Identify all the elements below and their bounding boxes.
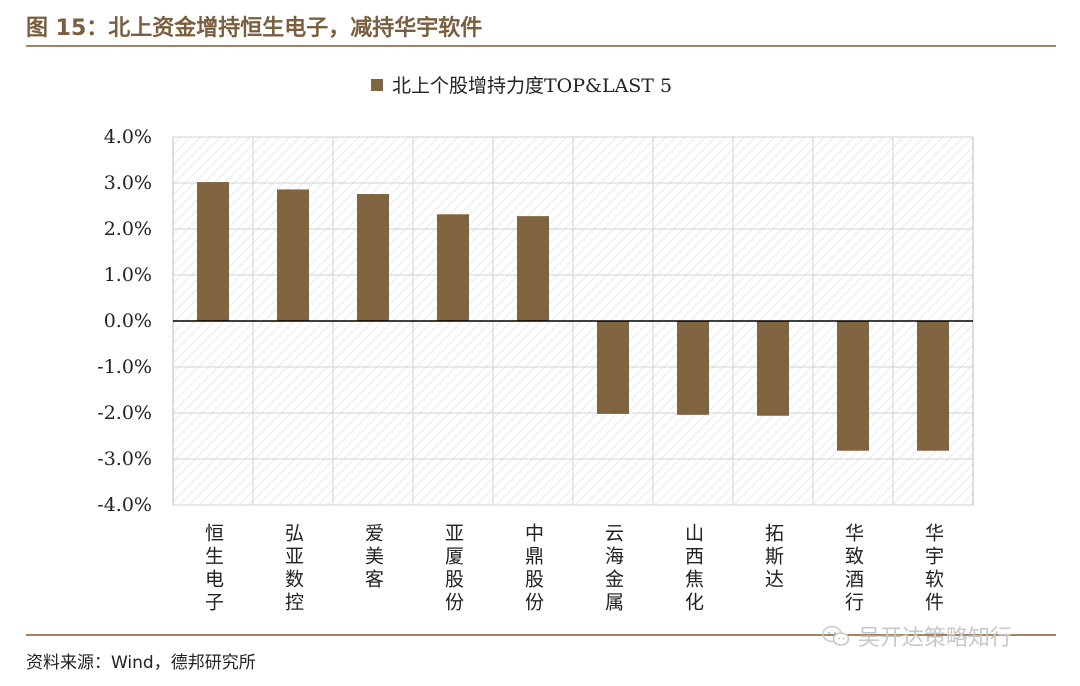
y-tick-label: -4.0% xyxy=(97,494,152,516)
bars xyxy=(197,182,949,451)
x-category-label: 亚厦股份 xyxy=(442,523,464,615)
bar xyxy=(837,321,869,451)
legend-swatch xyxy=(371,79,383,91)
bottom-rule xyxy=(26,634,1056,636)
y-tick-label: 3.0% xyxy=(104,172,152,194)
bar xyxy=(677,321,709,415)
watermark-text: 吴开达策略知行 xyxy=(858,626,1013,651)
top-rule xyxy=(26,45,1056,47)
x-category-label: 山西焦化 xyxy=(682,523,704,615)
y-tick-label: -1.0% xyxy=(97,356,152,378)
bar xyxy=(757,321,789,416)
source-note: 资料来源：Wind，德邦研究所 xyxy=(26,653,256,673)
y-tick-label: 1.0% xyxy=(104,264,152,286)
x-category-label: 华宇软件 xyxy=(922,523,944,615)
x-axis-categories: 恒生电子 弘亚数控 爱美客 亚厦股份 中鼎股份 云海金属 山西焦化 拓斯达 华致酒行 华宇软件 xyxy=(202,523,944,615)
y-axis-ticks: 4.0% 3.0% 2.0% 1.0% 0.0% -1.0% -2.0% -3.0% -4.0% xyxy=(97,126,152,516)
x-category-label: 弘亚数控 xyxy=(282,523,304,615)
y-tick-label: -3.0% xyxy=(97,448,152,470)
bar xyxy=(357,194,389,321)
y-tick-label: 4.0% xyxy=(104,126,152,148)
bar xyxy=(437,214,469,321)
bar xyxy=(277,189,309,321)
x-category-label: 爱美客 xyxy=(362,523,384,592)
bar xyxy=(917,321,949,451)
bar xyxy=(517,216,549,321)
x-category-label: 恒生电子 xyxy=(202,523,224,615)
watermark: 吴开达策略知行 xyxy=(822,620,1012,652)
y-tick-label: 2.0% xyxy=(104,218,152,240)
x-category-label: 云海金属 xyxy=(602,523,624,615)
bar xyxy=(597,321,629,414)
y-tick-label: -2.0% xyxy=(97,402,152,424)
figure-title: 图 15：北上资金增持恒生电子，减持华宇软件 xyxy=(26,16,483,41)
bar-chart: 北上个股增持力度TOP&LAST 5 4.0% 3.0% 2.0% 1.0% 0.0% -… xyxy=(97,75,974,615)
x-category-label: 中鼎股份 xyxy=(522,523,544,615)
y-tick-label: 0.0% xyxy=(104,310,152,332)
bar xyxy=(197,182,229,321)
legend: 北上个股增持力度TOP&LAST 5 xyxy=(371,75,672,97)
x-category-label: 华致酒行 xyxy=(842,523,864,615)
legend-label: 北上个股增持力度TOP&LAST 5 xyxy=(392,75,672,97)
x-category-label: 拓斯达 xyxy=(762,523,784,592)
wechat-icon xyxy=(822,625,850,646)
